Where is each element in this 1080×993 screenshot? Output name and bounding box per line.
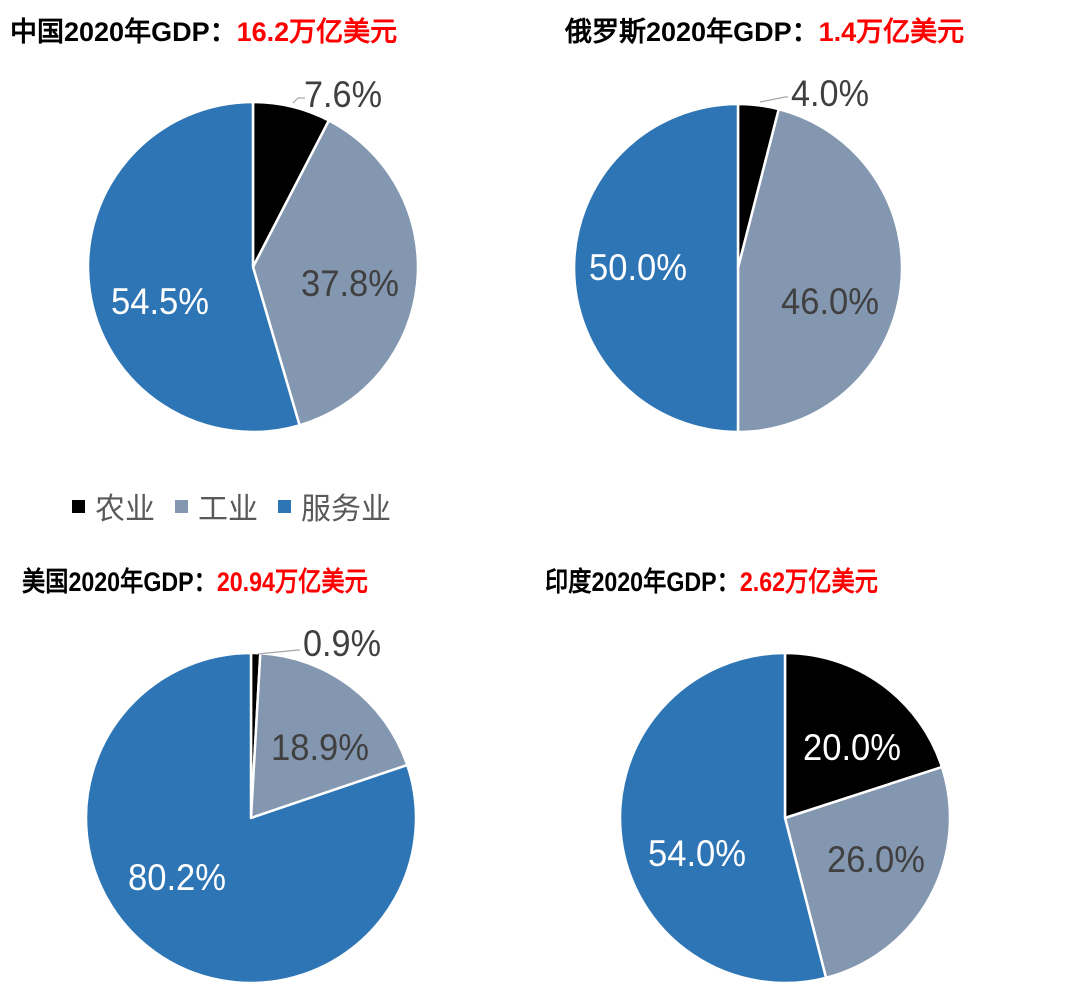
legend-item-agriculture: 农业 [72, 484, 155, 528]
pie-slice-industry [736, 107, 904, 434]
data-label-services: 54.5% [111, 281, 209, 322]
data-label-services: 54.0% [648, 833, 746, 874]
data-label-industry: 37.8% [301, 263, 399, 304]
pie-slice-services [86, 100, 301, 434]
pie-slice-services [618, 651, 828, 985]
leader-line [257, 649, 300, 655]
chart-title-russia: 俄罗斯2020年GDP：1.4万亿美元 [565, 10, 964, 49]
data-label-agriculture: 0.9% [303, 623, 381, 664]
legend-swatch-industry [175, 499, 188, 513]
legend-item-industry: 工业 [175, 484, 258, 528]
data-label-services: 50.0% [589, 247, 687, 288]
legend-swatch-agriculture [72, 499, 85, 513]
legend-label: 服务业 [301, 493, 391, 526]
title-prefix: 俄罗斯2020年GDP： [565, 17, 819, 47]
pie-slice-industry [249, 652, 409, 820]
legend-item-services: 服务业 [278, 484, 391, 528]
gdp-value: 1.4万亿美元 [818, 17, 965, 47]
pie-chart-china: 7.6% 37.8% 54.5% [86, 74, 420, 434]
data-label-agriculture: 4.0% [791, 73, 869, 114]
pie-slice-industry [783, 765, 952, 980]
chart-title-china: 中国2020年GDP：16.2万亿美元 [10, 10, 397, 49]
gdp-value: 2.62万亿美元 [739, 567, 878, 597]
legend-swatch-services [278, 499, 291, 513]
data-label-agriculture: 20.0% [803, 727, 901, 768]
data-label-industry: 26.0% [827, 839, 925, 880]
leader-line [292, 97, 305, 104]
chart-title-usa: 美国2020年GDP：20.94万亿美元 [22, 560, 368, 599]
gdp-value: 20.94万亿美元 [216, 567, 368, 597]
chart-title-india: 印度2020年GDP：2.62万亿美元 [545, 560, 878, 599]
title-prefix: 中国2020年GDP： [10, 17, 237, 47]
gdp-value: 16.2万亿美元 [236, 17, 398, 47]
pie-slice-services [84, 651, 418, 985]
pie-chart-russia: 4.0% 46.0% 50.0% [572, 73, 904, 434]
data-label-services: 80.2% [128, 857, 226, 898]
pie-chart-india: 20.0% 26.0% 54.0% [618, 651, 952, 985]
data-label-industry: 18.9% [271, 727, 369, 768]
data-label-agriculture: 7.6% [304, 74, 382, 115]
pie-slice-industry [251, 119, 420, 427]
pie-chart-usa: 0.9% 18.9% 80.2% [84, 623, 418, 985]
pie-slice-services [572, 102, 740, 434]
title-prefix: 美国2020年GDP： [22, 567, 217, 597]
legend-label: 农业 [95, 493, 155, 526]
legend-label: 工业 [198, 493, 258, 526]
pie-slice-agriculture [783, 651, 944, 820]
leader-line [759, 96, 788, 103]
data-label-industry: 46.0% [781, 281, 879, 322]
legend: 农业 工业 服务业 [72, 484, 411, 528]
title-prefix: 印度2020年GDP： [545, 567, 740, 597]
